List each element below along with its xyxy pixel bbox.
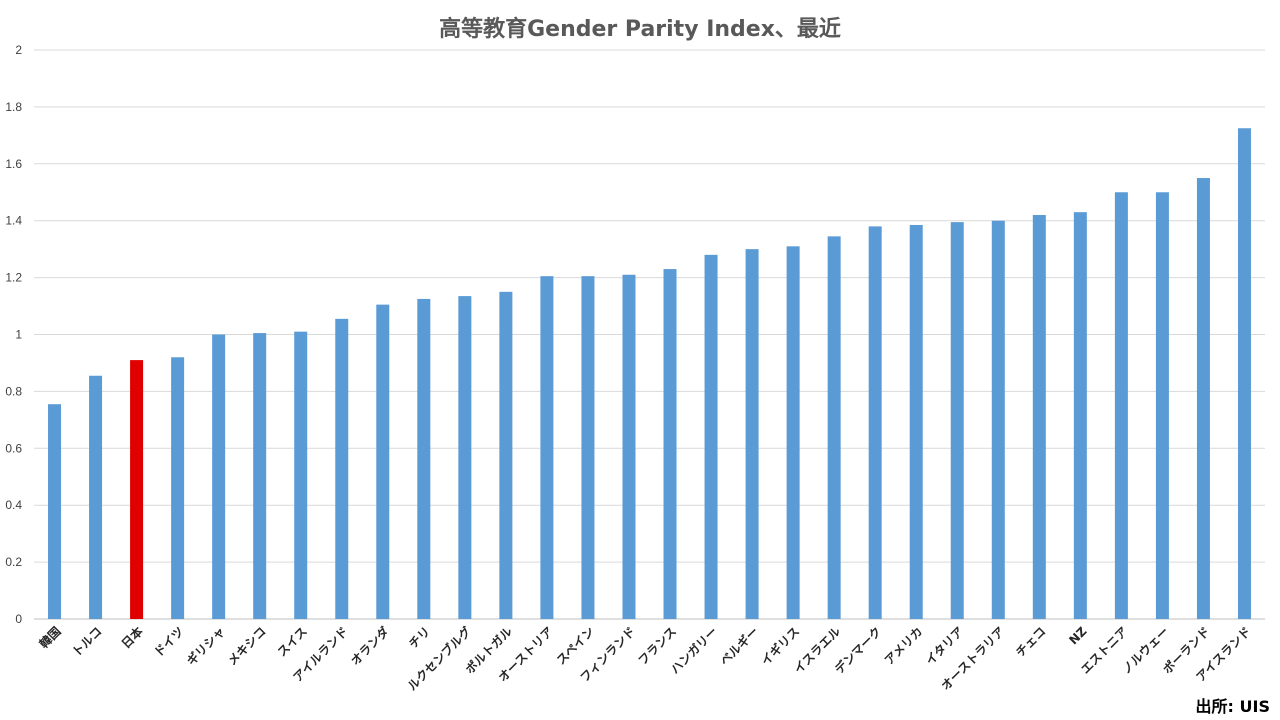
x-tick-label: アメリカ <box>882 624 925 667</box>
bar <box>622 274 636 619</box>
bar <box>294 331 308 619</box>
bar <box>376 304 390 619</box>
bar <box>171 357 185 619</box>
bar <box>827 236 841 619</box>
x-tick-label: トルコ <box>69 624 104 659</box>
bar <box>89 375 103 619</box>
bar <box>909 224 923 619</box>
x-tick-label: 韓国 <box>36 624 64 652</box>
bar <box>663 269 677 619</box>
x-tick-label: ドイツ <box>151 624 186 659</box>
bar <box>540 276 554 619</box>
bar <box>1155 192 1169 619</box>
y-tick-label: 1 <box>15 328 22 342</box>
bar <box>48 404 62 619</box>
bar <box>253 333 267 619</box>
bar <box>1032 215 1046 619</box>
y-tick-label: 0.2 <box>5 555 22 569</box>
bar <box>1237 128 1251 620</box>
y-tick-label: 0.4 <box>5 498 22 512</box>
bar <box>417 298 431 619</box>
chart-title: 高等教育Gender Parity Index、最近 <box>439 16 841 42</box>
source-label: 出所: UIS <box>1195 697 1270 716</box>
y-tick-label: 0 <box>15 612 22 626</box>
y-tick-label: 1.6 <box>5 157 22 171</box>
bar <box>950 222 964 619</box>
bar <box>212 334 226 619</box>
x-tick-label: チリ <box>406 624 433 651</box>
bar <box>1114 192 1128 619</box>
bar <box>130 360 144 619</box>
bar <box>1073 212 1087 620</box>
x-tick-label: オランダ <box>347 624 392 669</box>
bar <box>1196 178 1210 619</box>
bars <box>48 128 1251 620</box>
y-axis-ticks: 0 0.2 0.4 0.6 0.8 1 1.2 1.4 1.6 1.8 2 <box>5 43 22 626</box>
bar <box>458 296 472 619</box>
bar <box>786 246 800 619</box>
bar <box>581 276 595 619</box>
x-tick-label: NZ <box>1066 624 1089 647</box>
y-tick-label: 0.6 <box>5 441 22 455</box>
x-tick-label: ベルギー <box>717 624 762 669</box>
bar <box>704 254 718 619</box>
x-tick-label: 日本 <box>118 624 146 652</box>
bar <box>335 318 349 619</box>
y-tick-label: 1.2 <box>5 271 22 285</box>
y-tick-label: 0.8 <box>5 384 22 398</box>
gridlines <box>34 49 1265 620</box>
bar <box>499 291 513 619</box>
x-tick-label: ギリシャ <box>183 624 228 669</box>
bar <box>991 220 1005 619</box>
bar <box>868 226 882 619</box>
y-tick-label: 1.8 <box>5 100 22 114</box>
y-tick-label: 1.4 <box>5 214 22 228</box>
bar <box>745 249 759 619</box>
x-tick-label: メキシコ <box>225 624 269 668</box>
y-tick-label: 2 <box>15 43 22 57</box>
x-tick-label: チェコ <box>1013 624 1048 659</box>
x-tick-label: スイス <box>275 624 310 659</box>
